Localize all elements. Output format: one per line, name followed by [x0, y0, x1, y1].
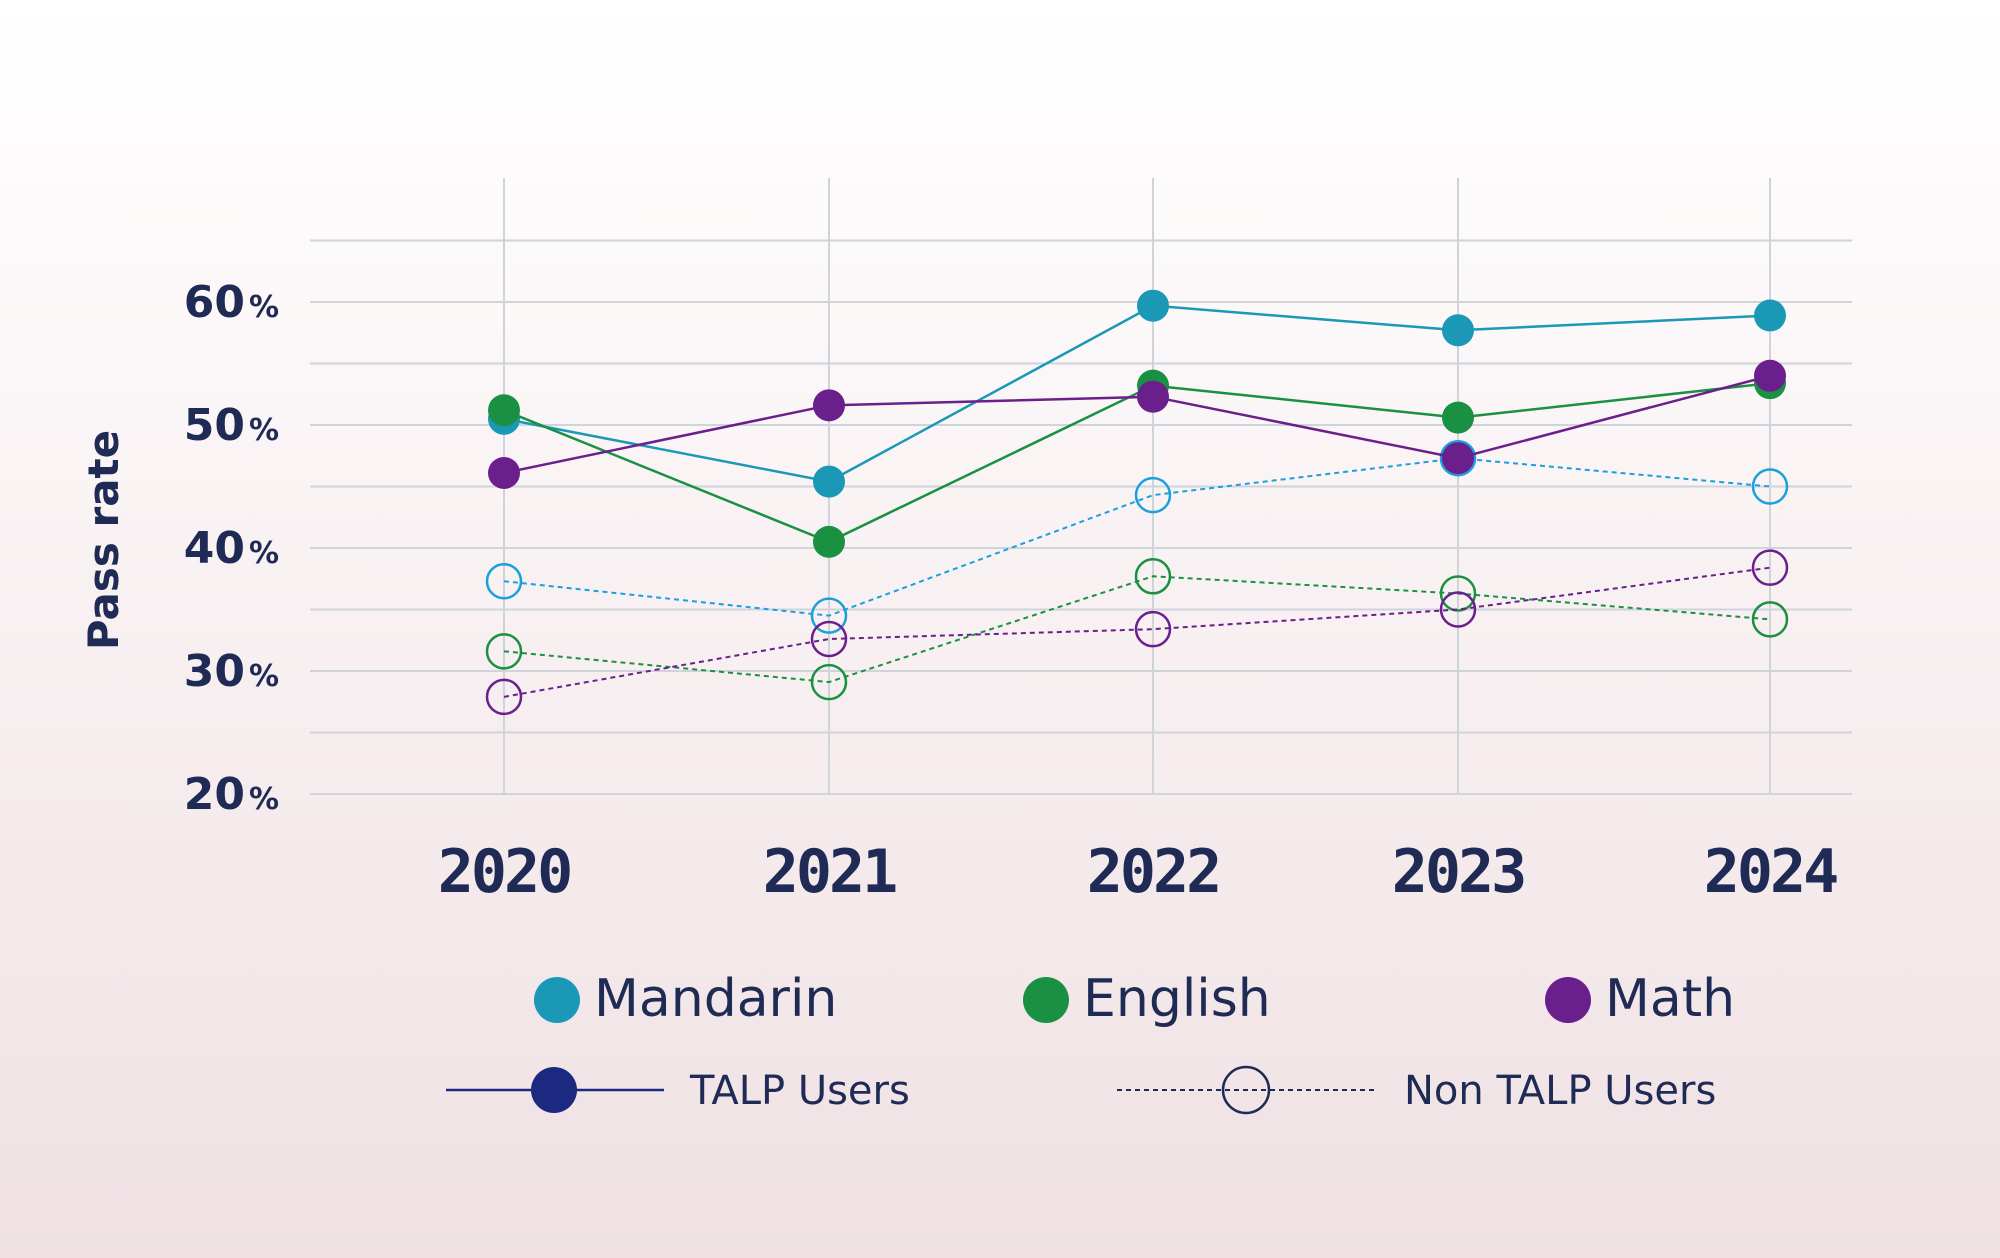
y-tick-suffix: % — [249, 536, 279, 571]
series-line — [503, 381, 1771, 544]
y-tick-label: 50 — [184, 400, 245, 451]
data-point — [1134, 476, 1172, 514]
y-tick-label: 30 — [184, 646, 245, 697]
series-line — [503, 575, 1771, 684]
series-line — [503, 457, 1771, 617]
legend-label-math: Math — [1605, 969, 1735, 1029]
data-point — [1134, 558, 1172, 595]
grid-lines — [310, 178, 1852, 795]
y-tick-suffix: % — [249, 290, 279, 325]
legend-label-english: English — [1083, 969, 1271, 1029]
data-point — [485, 562, 523, 600]
data-point — [810, 663, 848, 701]
series-mandarin-non-talp — [485, 439, 1789, 634]
y-axis-label: Pass rate — [79, 430, 128, 650]
legend-marker-hollow — [1221, 1065, 1271, 1115]
series-group — [485, 289, 1789, 716]
legend-label-non-talp-users: Non TALP Users — [1404, 1068, 1716, 1114]
legend: Mandarin English Math TALP Users Non TALP Us… — [446, 969, 1735, 1115]
data-point — [1442, 314, 1474, 347]
x-tick-label: 2020 — [438, 837, 571, 907]
data-point — [1754, 359, 1786, 392]
y-tick-suffix: % — [249, 413, 279, 448]
legend-marker-filled — [531, 1067, 577, 1113]
data-point — [1439, 591, 1477, 628]
data-point — [813, 525, 845, 558]
y-tick-label: 40 — [184, 523, 245, 574]
data-point — [1751, 549, 1789, 586]
data-point — [1442, 442, 1474, 475]
data-point — [485, 678, 523, 716]
data-point — [813, 465, 845, 498]
data-point — [1754, 299, 1786, 332]
data-point — [1751, 468, 1789, 505]
data-point — [488, 394, 520, 427]
data-point — [1442, 401, 1474, 434]
series-math-non-talp — [485, 549, 1789, 716]
series-math-talp — [488, 359, 1786, 489]
data-point — [1751, 601, 1789, 638]
y-tick-label: 20 — [184, 769, 245, 820]
data-point — [1137, 289, 1169, 322]
y-tick-suffix: % — [249, 782, 279, 817]
data-point — [1439, 575, 1477, 612]
y-tick-suffix: % — [249, 659, 279, 694]
data-point — [813, 389, 845, 422]
x-tick-label: 2023 — [1392, 837, 1525, 907]
data-point — [488, 456, 520, 489]
data-point — [485, 633, 523, 670]
legend-swatch-english — [1023, 977, 1069, 1023]
legend-swatch-math — [1545, 977, 1591, 1023]
legend-label-mandarin: Mandarin — [594, 969, 837, 1029]
data-point — [1439, 439, 1477, 477]
x-tick-label: 2022 — [1087, 837, 1220, 907]
x-axis: 2020 2021 2022 2023 2024 — [438, 837, 1840, 907]
series-english-non-talp — [485, 558, 1789, 701]
data-point — [1137, 380, 1169, 413]
series-english-talp — [488, 367, 1786, 558]
y-axis: 20 %30 %40 %50 %60% — [184, 277, 279, 820]
x-tick-label: 2024 — [1704, 837, 1837, 907]
data-point — [1134, 610, 1172, 648]
legend-label-talp-users: TALP Users — [689, 1068, 910, 1114]
legend-swatch-mandarin — [534, 977, 580, 1023]
data-point — [810, 597, 848, 634]
y-tick-label: 60 — [184, 277, 245, 328]
data-point — [810, 620, 848, 658]
series-line — [503, 566, 1771, 698]
x-tick-label: 2021 — [763, 837, 896, 907]
